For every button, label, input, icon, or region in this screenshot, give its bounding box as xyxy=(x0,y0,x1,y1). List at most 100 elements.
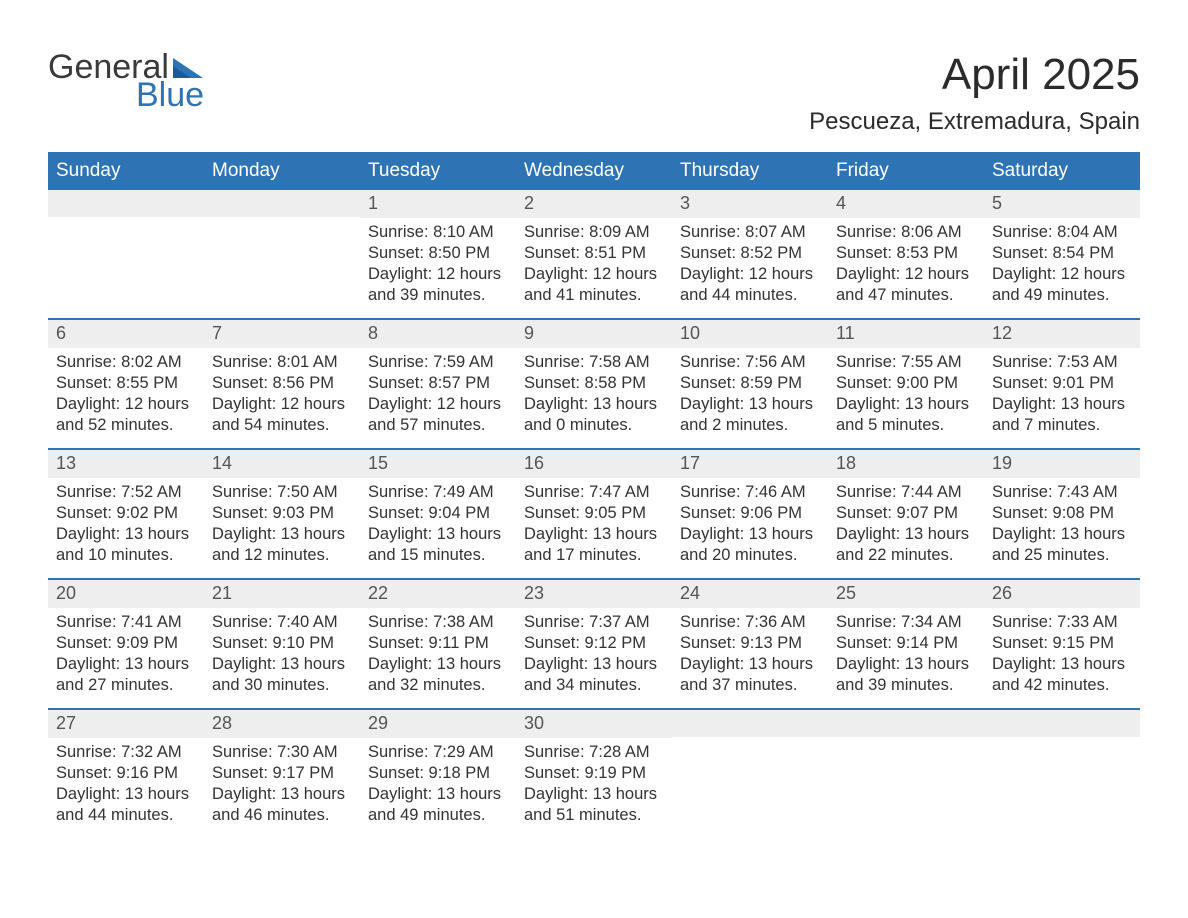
sunset-line: Sunset: 9:12 PM xyxy=(524,633,664,654)
day-details: Sunrise: 7:52 AMSunset: 9:02 PMDaylight:… xyxy=(48,478,204,572)
day-cell xyxy=(984,710,1140,838)
day-number: 28 xyxy=(204,710,360,738)
weekday-header: Saturday xyxy=(984,154,1140,190)
sunset-line: Sunset: 9:17 PM xyxy=(212,763,352,784)
daylight-line: Daylight: 13 hours and 44 minutes. xyxy=(56,784,196,826)
day-details: Sunrise: 7:56 AMSunset: 8:59 PMDaylight:… xyxy=(672,348,828,442)
day-cell: 20Sunrise: 7:41 AMSunset: 9:09 PMDayligh… xyxy=(48,580,204,708)
sunset-line: Sunset: 8:57 PM xyxy=(368,373,508,394)
sunrise-line: Sunrise: 7:55 AM xyxy=(836,352,976,373)
day-details: Sunrise: 8:02 AMSunset: 8:55 PMDaylight:… xyxy=(48,348,204,442)
day-cell: 1Sunrise: 8:10 AMSunset: 8:50 PMDaylight… xyxy=(360,190,516,318)
weekday-header-row: SundayMondayTuesdayWednesdayThursdayFrid… xyxy=(48,154,1140,190)
sunrise-line: Sunrise: 7:56 AM xyxy=(680,352,820,373)
sunset-line: Sunset: 8:50 PM xyxy=(368,243,508,264)
day-details: Sunrise: 7:59 AMSunset: 8:57 PMDaylight:… xyxy=(360,348,516,442)
day-cell: 21Sunrise: 7:40 AMSunset: 9:10 PMDayligh… xyxy=(204,580,360,708)
day-details: Sunrise: 7:47 AMSunset: 9:05 PMDaylight:… xyxy=(516,478,672,572)
sunrise-line: Sunrise: 7:29 AM xyxy=(368,742,508,763)
sunrise-line: Sunrise: 7:47 AM xyxy=(524,482,664,503)
day-details: Sunrise: 7:33 AMSunset: 9:15 PMDaylight:… xyxy=(984,608,1140,702)
sunset-line: Sunset: 8:53 PM xyxy=(836,243,976,264)
sunrise-line: Sunrise: 7:49 AM xyxy=(368,482,508,503)
daylight-line: Daylight: 12 hours and 57 minutes. xyxy=(368,394,508,436)
daylight-line: Daylight: 13 hours and 32 minutes. xyxy=(368,654,508,696)
sunrise-line: Sunrise: 7:36 AM xyxy=(680,612,820,633)
day-details: Sunrise: 7:50 AMSunset: 9:03 PMDaylight:… xyxy=(204,478,360,572)
day-number: 30 xyxy=(516,710,672,738)
day-number: 17 xyxy=(672,450,828,478)
sunrise-line: Sunrise: 8:04 AM xyxy=(992,222,1132,243)
day-details: Sunrise: 7:55 AMSunset: 9:00 PMDaylight:… xyxy=(828,348,984,442)
location-subtitle: Pescueza, Extremadura, Spain xyxy=(809,108,1140,136)
day-cell: 4Sunrise: 8:06 AMSunset: 8:53 PMDaylight… xyxy=(828,190,984,318)
sunrise-line: Sunrise: 7:46 AM xyxy=(680,482,820,503)
empty-day-header xyxy=(984,710,1140,737)
day-number: 10 xyxy=(672,320,828,348)
weekday-header: Wednesday xyxy=(516,154,672,190)
day-cell: 22 Sunrise: 7:38 AMSunset: 9:11 PMDayligh… xyxy=(360,580,516,708)
sunrise-line: Sunrise: 7:33 AM xyxy=(992,612,1132,633)
weekday-header: Friday xyxy=(828,154,984,190)
day-cell: 28Sunrise: 7:30 AMSunset: 9:17 PMDayligh… xyxy=(204,710,360,838)
day-number: 22 xyxy=(360,580,516,608)
week-row: 6Sunrise: 8:02 AMSunset: 8:55 PMDaylight… xyxy=(48,318,1140,448)
sunset-line: Sunset: 9:01 PM xyxy=(992,373,1132,394)
weekday-header: Sunday xyxy=(48,154,204,190)
day-details: Sunrise: 7:58 AMSunset: 8:58 PMDaylight:… xyxy=(516,348,672,442)
day-cell: 6Sunrise: 8:02 AMSunset: 8:55 PMDaylight… xyxy=(48,320,204,448)
day-number: 9 xyxy=(516,320,672,348)
day-cell: 3Sunrise: 8:07 AMSunset: 8:52 PMDaylight… xyxy=(672,190,828,318)
day-details: Sunrise: 7:41 AMSunset: 9:09 PMDaylight:… xyxy=(48,608,204,702)
day-details: Sunrise: 7:53 AMSunset: 9:01 PMDaylight:… xyxy=(984,348,1140,442)
day-cell: 13Sunrise: 7:52 AMSunset: 9:02 PMDayligh… xyxy=(48,450,204,578)
day-details: Sunrise: 7:49 AMSunset: 9:04 PMDaylight:… xyxy=(360,478,516,572)
daylight-line: Daylight: 13 hours and 37 minutes. xyxy=(680,654,820,696)
sunrise-line: Sunrise: 7:38 AM xyxy=(368,612,508,633)
sunset-line: Sunset: 8:56 PM xyxy=(212,373,352,394)
day-cell xyxy=(672,710,828,838)
title-block: April 2025 Pescueza, Extremadura, Spain xyxy=(809,50,1140,146)
day-number: 13 xyxy=(48,450,204,478)
day-cell: 12Sunrise: 7:53 AMSunset: 9:01 PMDayligh… xyxy=(984,320,1140,448)
sunset-line: Sunset: 9:11 PM xyxy=(368,633,508,654)
month-title: April 2025 xyxy=(809,50,1140,100)
day-number: 24 xyxy=(672,580,828,608)
sunrise-line: Sunrise: 7:30 AM xyxy=(212,742,352,763)
day-cell: 9Sunrise: 7:58 AMSunset: 8:58 PMDaylight… xyxy=(516,320,672,448)
sunset-line: Sunset: 9:07 PM xyxy=(836,503,976,524)
sunset-line: Sunset: 8:51 PM xyxy=(524,243,664,264)
sunrise-line: Sunrise: 7:59 AM xyxy=(368,352,508,373)
day-number: 23 xyxy=(516,580,672,608)
daylight-line: Daylight: 13 hours and 15 minutes. xyxy=(368,524,508,566)
sunset-line: Sunset: 9:05 PM xyxy=(524,503,664,524)
sunset-line: Sunset: 9:18 PM xyxy=(368,763,508,784)
daylight-line: Daylight: 13 hours and 22 minutes. xyxy=(836,524,976,566)
day-number: 29 xyxy=(360,710,516,738)
day-details: Sunrise: 7:43 AMSunset: 9:08 PMDaylight:… xyxy=(984,478,1140,572)
day-details: Sunrise: 8:06 AMSunset: 8:53 PMDaylight:… xyxy=(828,218,984,312)
daylight-line: Daylight: 13 hours and 0 minutes. xyxy=(524,394,664,436)
empty-day-header xyxy=(828,710,984,737)
day-cell: 26Sunrise: 7:33 AMSunset: 9:15 PMDayligh… xyxy=(984,580,1140,708)
day-number: 16 xyxy=(516,450,672,478)
daylight-line: Daylight: 13 hours and 2 minutes. xyxy=(680,394,820,436)
sunrise-line: Sunrise: 7:32 AM xyxy=(56,742,196,763)
sunrise-line: Sunrise: 8:09 AM xyxy=(524,222,664,243)
sunset-line: Sunset: 9:16 PM xyxy=(56,763,196,784)
week-row: 27Sunrise: 7:32 AMSunset: 9:16 PMDayligh… xyxy=(48,708,1140,838)
day-cell: 16Sunrise: 7:47 AMSunset: 9:05 PMDayligh… xyxy=(516,450,672,578)
day-details: Sunrise: 7:28 AMSunset: 9:19 PMDaylight:… xyxy=(516,738,672,832)
week-row: 20Sunrise: 7:41 AMSunset: 9:09 PMDayligh… xyxy=(48,578,1140,708)
sunset-line: Sunset: 9:14 PM xyxy=(836,633,976,654)
day-number: 25 xyxy=(828,580,984,608)
day-cell: 5Sunrise: 8:04 AMSunset: 8:54 PMDaylight… xyxy=(984,190,1140,318)
sunrise-line: Sunrise: 7:52 AM xyxy=(56,482,196,503)
sunrise-line: Sunrise: 7:41 AM xyxy=(56,612,196,633)
day-details: Sunrise: 8:01 AMSunset: 8:56 PMDaylight:… xyxy=(204,348,360,442)
empty-day-header xyxy=(204,190,360,217)
sunrise-line: Sunrise: 7:50 AM xyxy=(212,482,352,503)
sunset-line: Sunset: 8:59 PM xyxy=(680,373,820,394)
empty-day-header xyxy=(672,710,828,737)
sunset-line: Sunset: 8:58 PM xyxy=(524,373,664,394)
